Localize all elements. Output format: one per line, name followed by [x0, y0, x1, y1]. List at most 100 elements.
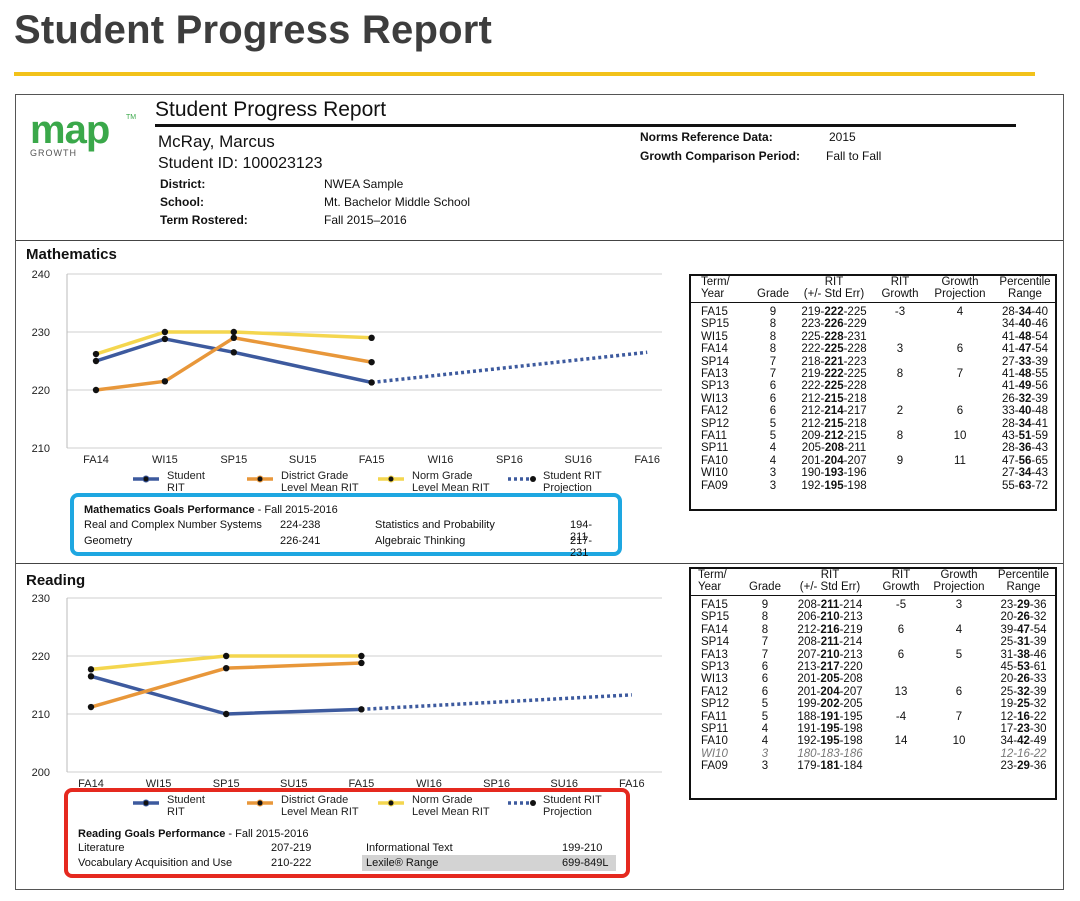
- term-cell: SP11: [691, 442, 753, 454]
- pct-score: 16: [1017, 710, 1030, 723]
- term-cell: FA09: [701, 760, 728, 773]
- math-goal-name: Geometry: [84, 535, 133, 547]
- math-goals-panel: Mathematics Goals Performance - Fall 201…: [70, 493, 622, 559]
- reading-goals-heading: Reading Goals Performance: [78, 828, 226, 840]
- rit-score: 225: [824, 343, 844, 356]
- col-rit: RIT (+/- Std Err): [784, 569, 876, 596]
- rit-low: 192-: [797, 735, 821, 748]
- pct-low: 27-: [1001, 467, 1019, 480]
- pct-low: 28-: [1001, 306, 1019, 318]
- rit-cell: 223-226-229: [793, 318, 875, 330]
- y-tick-label: 210: [32, 443, 50, 455]
- term-cell: FA11: [691, 711, 746, 723]
- growth-projection-cell: [925, 480, 995, 492]
- term-cell: SP15: [691, 611, 746, 623]
- percentile-cell: 12-16-22: [992, 711, 1055, 723]
- grade-cell: 4: [769, 454, 777, 467]
- pct-low: 39-: [1000, 623, 1018, 636]
- term-cell: SP13: [701, 380, 730, 393]
- term-cell: WI15: [701, 330, 728, 343]
- growth-projection-cell: 10: [926, 735, 992, 747]
- grade-cell: 5: [746, 698, 784, 710]
- district-label: District:: [160, 177, 206, 191]
- col-rit-line1: RIT: [824, 276, 844, 288]
- rit-growth-cell: [876, 698, 926, 710]
- legend-swatch-icon: [508, 800, 536, 806]
- math-goal-range: 194-211: [570, 519, 593, 543]
- math-goals-heading: Mathematics Goals Performance: [84, 504, 255, 516]
- pct-high: -54: [1031, 343, 1049, 356]
- term-cell: WI10: [691, 467, 753, 479]
- data-point: [161, 378, 169, 385]
- pct-score: 38: [1017, 648, 1030, 661]
- table-row: FA14 8 222-225-228 3 6 41-47-54: [691, 343, 1055, 355]
- rit-low: 208-: [797, 636, 821, 649]
- reading-goal-name: Lexile® Range: [366, 857, 439, 869]
- x-tick-label: FA15: [349, 778, 375, 790]
- table-row: FA12 6 201-204-207 13 6 25-32-39: [691, 686, 1055, 698]
- pct-low: 19-: [1000, 698, 1018, 711]
- rit-growth-cell: 13: [894, 685, 908, 698]
- x-tick-label: FA14: [83, 454, 109, 464]
- growth-projection-cell: 5: [955, 648, 963, 661]
- term-cell: FA14: [701, 623, 728, 636]
- rit-score: 193: [824, 467, 844, 480]
- math-goal-range: 224-238: [280, 519, 321, 531]
- x-tick-label: FA14: [78, 778, 104, 790]
- pct-high: -48: [1031, 405, 1049, 418]
- rit-cell: 179-181-184: [784, 760, 876, 772]
- term-cell: SP12: [701, 698, 730, 711]
- rit-score: 222: [824, 368, 844, 381]
- pct-low: 31-: [1000, 648, 1018, 661]
- rit-growth-cell: 2: [896, 405, 904, 418]
- rit-growth-cell: 8: [896, 368, 904, 381]
- data-point: [223, 710, 230, 718]
- pct-high: -22: [1029, 710, 1047, 723]
- rit-score: 195: [824, 479, 844, 492]
- col-growth-projection: Growth Projection: [925, 276, 995, 303]
- grade-cell: 8: [753, 318, 793, 330]
- growth-projection-cell: 6: [926, 686, 992, 698]
- page-title: Student Progress Report: [14, 8, 492, 52]
- rit-low: 188-: [797, 710, 821, 723]
- table-row: FA09 3 179-181-184 23-29-36: [691, 760, 1055, 772]
- legend-swatch-icon: [133, 475, 159, 483]
- rit-growth-cell: [876, 611, 926, 623]
- legend-swatch-dot: [387, 799, 395, 807]
- rit-score: 215: [824, 392, 844, 405]
- term-cell: FA09: [701, 479, 728, 492]
- col-pct-line1: Percentile: [999, 276, 1051, 288]
- term-cell: WI13: [691, 673, 746, 685]
- legend-district-mean: District Grade Level Mean RIT: [281, 470, 359, 494]
- grade-cell: 3: [746, 760, 784, 772]
- pct-score: 49: [1018, 380, 1032, 393]
- legend-projection-line2: Projection: [543, 806, 592, 818]
- growth-projection-cell: 4: [926, 624, 992, 636]
- reading-goal-name: Informational Text: [366, 842, 453, 854]
- x-tick-label: SU15: [289, 454, 317, 464]
- legend-swatch-dot: [142, 799, 150, 807]
- percentile-cell: 55-63-72: [995, 480, 1055, 492]
- percentile-cell: 26-32-39: [995, 393, 1055, 405]
- legend-projection-line1: Student RIT: [543, 794, 602, 806]
- pct-score: 29: [1017, 760, 1030, 773]
- rit-cell: 201-204-207: [784, 686, 876, 698]
- pct-score: 33: [1018, 355, 1032, 368]
- col-rit-line2: (+/- Std Err): [799, 581, 861, 593]
- y-tick-label: 230: [32, 327, 50, 339]
- rit-high: -208: [839, 673, 863, 686]
- grade-cell: 9: [761, 599, 769, 611]
- rit-low: 219-: [801, 306, 825, 318]
- rit-growth-cell: 9: [896, 454, 904, 467]
- rit-high: -219: [839, 623, 863, 636]
- rit-low: 190-: [801, 467, 825, 480]
- rit-growth-cell: -3: [894, 306, 906, 318]
- term-cell: SP11: [701, 442, 729, 455]
- data-point: [358, 706, 365, 713]
- table-row: SP12 5 212-215-218 28-34-41: [691, 418, 1055, 430]
- series-line: [95, 336, 372, 392]
- col-gp-line2: Projection: [933, 581, 985, 593]
- math-score-table: Term/Year Grade RIT (+/- Std Err) RIT Grow…: [689, 274, 1057, 511]
- projection-line: [371, 350, 648, 385]
- x-tick-label: WI16: [428, 454, 454, 464]
